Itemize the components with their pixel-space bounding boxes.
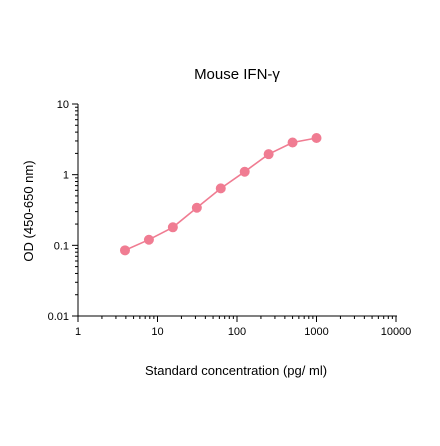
series-layer	[119, 133, 322, 256]
chart-title: Mouse IFN-γ	[194, 66, 280, 83]
data-point	[311, 133, 322, 144]
x-tick-label: 1	[75, 326, 81, 338]
data-point	[143, 234, 154, 245]
y-tick-label: 1	[63, 170, 69, 182]
x-tick-label: 1000	[304, 326, 328, 338]
data-point	[167, 222, 178, 233]
y-axis-title: OD (450-650 nm)	[21, 160, 36, 261]
series-line	[124, 137, 317, 252]
y-tick-label: 0.01	[48, 311, 69, 323]
data-point	[287, 137, 298, 148]
y-tick-label: 0.1	[54, 240, 69, 252]
data-point	[239, 166, 250, 177]
data-point	[263, 149, 274, 160]
y-tick-label: 10	[57, 99, 69, 111]
data-point	[191, 202, 202, 213]
x-axis-title: Standard concentration (pg/ ml)	[145, 363, 327, 378]
data-point	[119, 245, 130, 256]
axes: 1 10 100 1000 10000 0.01 0.1 1 10	[48, 99, 412, 338]
x-tick-label: 10000	[381, 326, 412, 338]
x-tick-label: 100	[228, 326, 246, 338]
x-tick-label: 10	[151, 326, 163, 338]
data-point	[215, 183, 226, 194]
